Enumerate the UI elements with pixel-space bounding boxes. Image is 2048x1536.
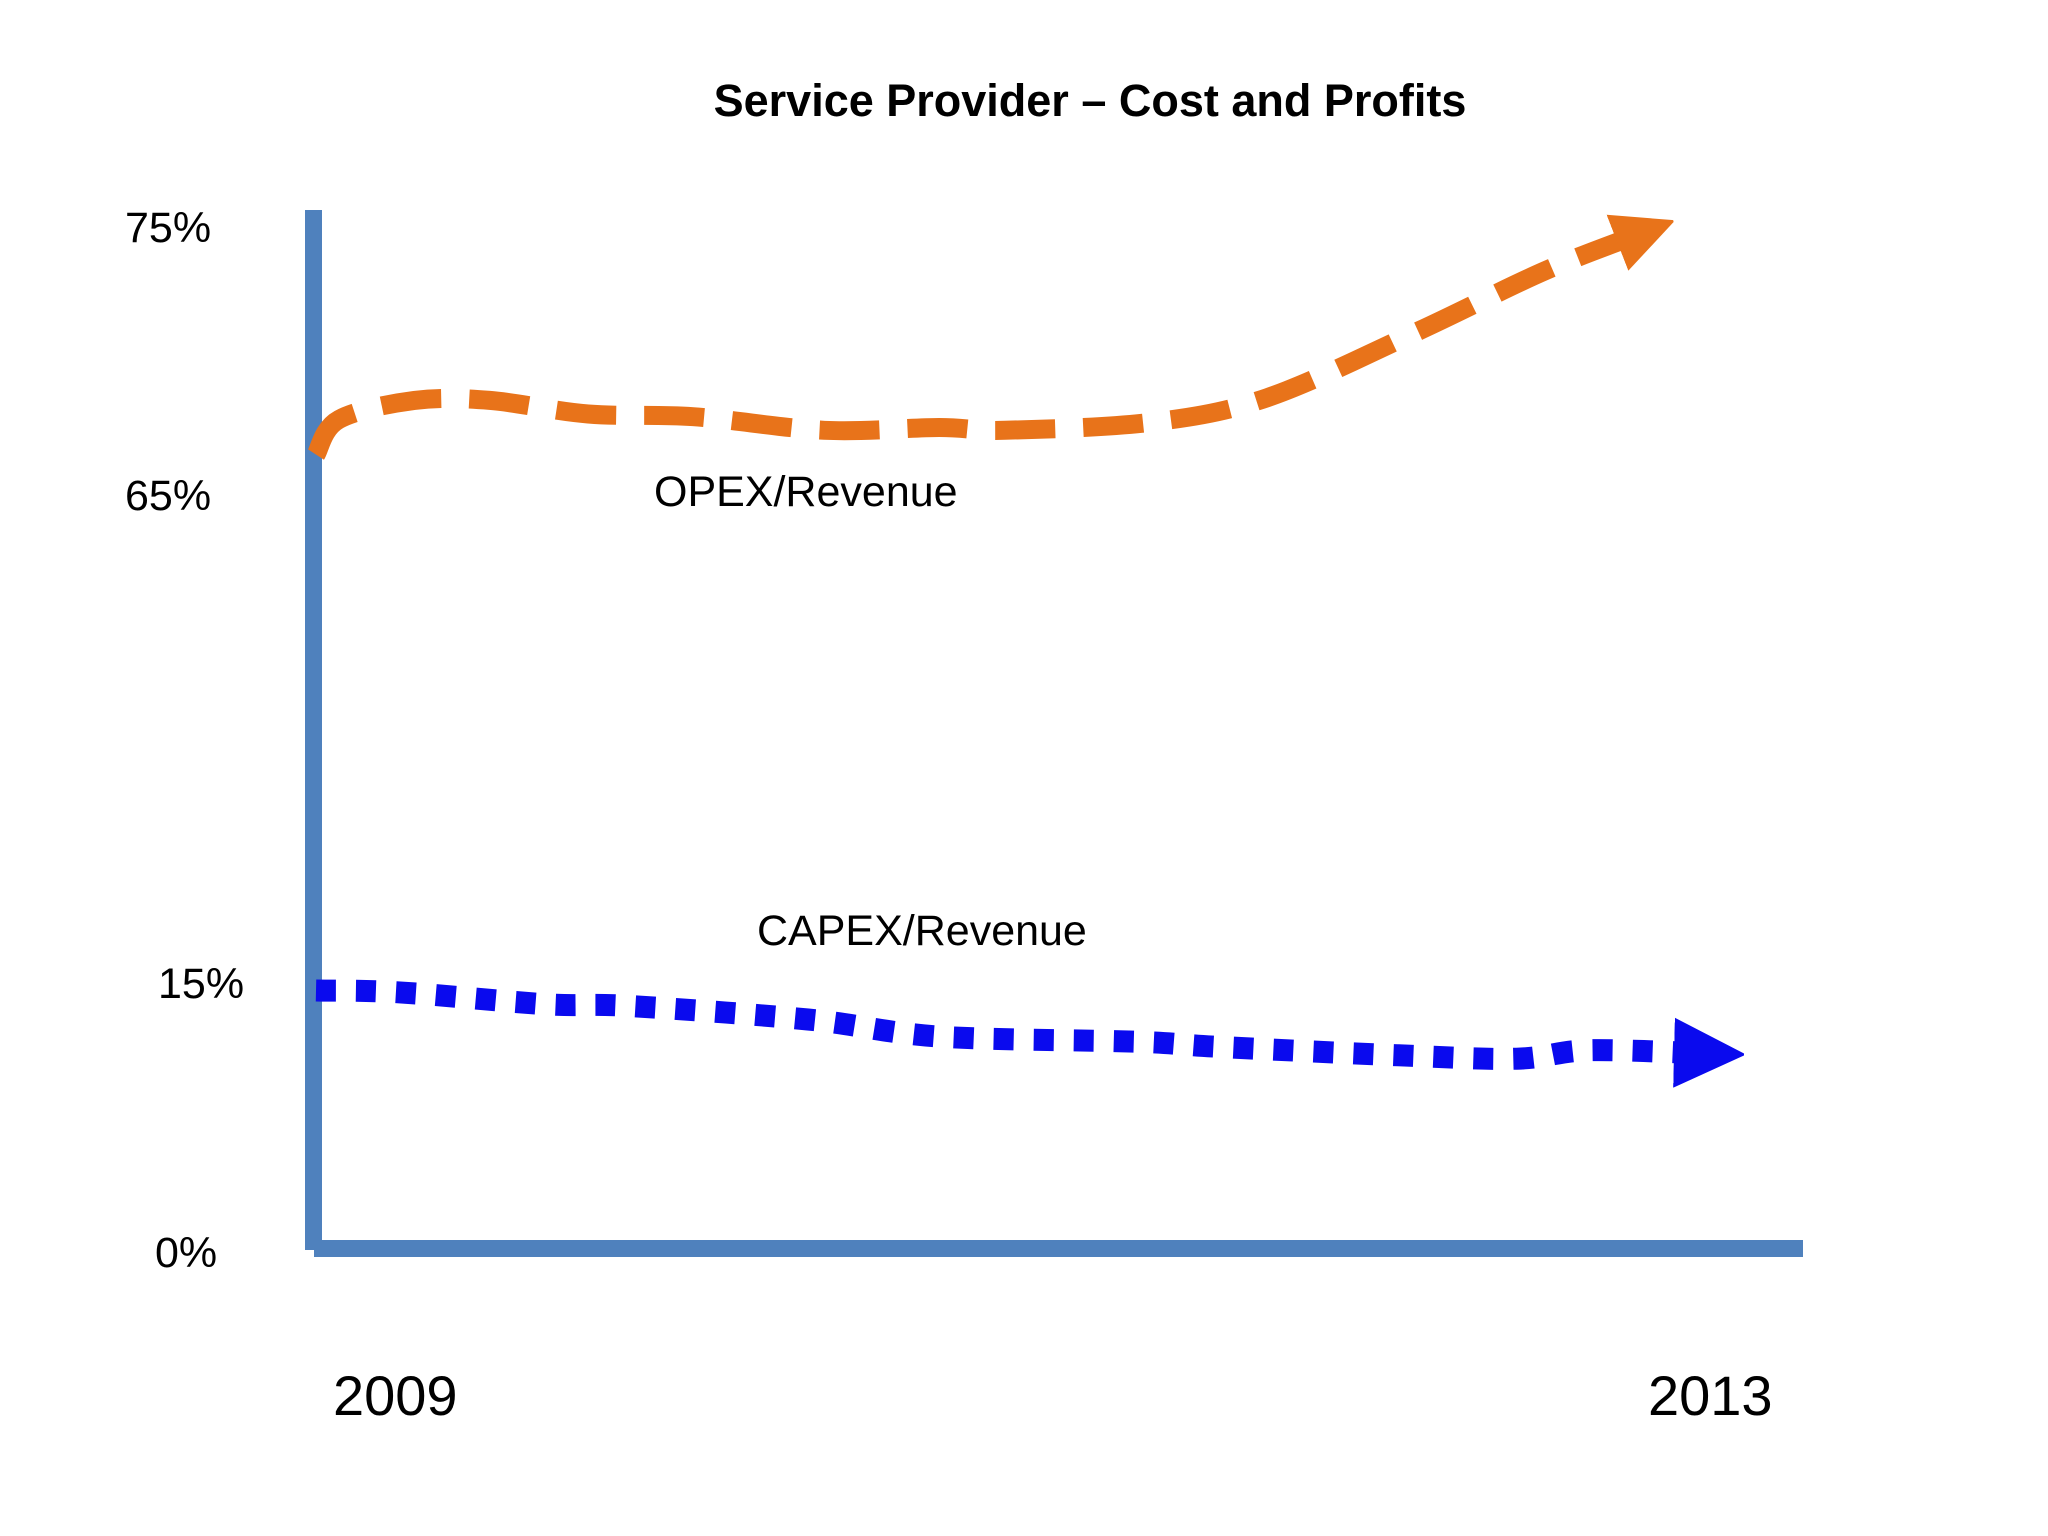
chart-title: Service Provider – Cost and Profits	[714, 75, 1467, 126]
series-label-capex: CAPEX/Revenue	[757, 907, 1087, 955]
y-tick-label: 75%	[125, 204, 211, 252]
x-axis	[314, 1240, 1803, 1257]
y-axis	[305, 210, 322, 1250]
series-line-opex	[307, 230, 1651, 460]
x-tick-label: 2013	[1648, 1364, 1773, 1427]
y-tick-label: 15%	[158, 960, 244, 1008]
series-label-opex: OPEX/Revenue	[654, 468, 958, 516]
series-line-capex	[315, 979, 1710, 1059]
x-tick-label: 2009	[333, 1364, 458, 1427]
y-tick-label: 65%	[125, 472, 211, 520]
y-tick-label: 0%	[155, 1229, 217, 1277]
